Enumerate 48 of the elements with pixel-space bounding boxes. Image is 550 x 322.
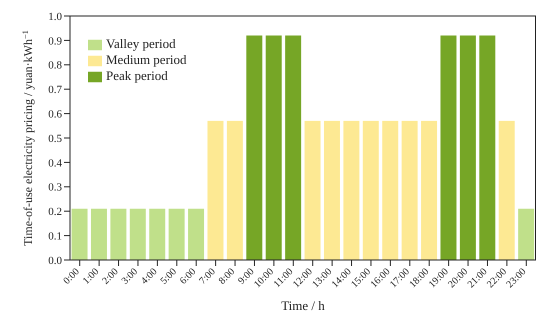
- bar: [498, 120, 515, 260]
- y-tick-label: 0.0: [48, 254, 62, 267]
- y-tick-label: 0.8: [48, 60, 62, 72]
- bar: [285, 36, 302, 260]
- bar: [226, 120, 243, 260]
- legend-label: Peak period: [106, 68, 168, 84]
- bar: [518, 208, 534, 260]
- y-tick-label: 0.2: [48, 206, 62, 218]
- bar: [90, 208, 107, 260]
- bar: [402, 120, 418, 260]
- bar: [382, 120, 398, 260]
- bar: [324, 120, 340, 260]
- bar: [421, 120, 438, 260]
- y-tick-label: 0.4: [48, 157, 62, 170]
- bar: [362, 120, 379, 260]
- bar: [440, 36, 456, 260]
- x-tick-label: 2:00: [100, 266, 121, 287]
- x-tick-label: 5:00: [158, 266, 179, 287]
- bar: [149, 208, 166, 260]
- legend-label: Valley period: [106, 36, 176, 51]
- bar: [110, 208, 126, 260]
- x-tick-label: 3:00: [120, 266, 140, 287]
- bar: [72, 208, 88, 260]
- y-tick-label: 0.9: [48, 35, 62, 48]
- x-tick-label: 4:00: [139, 266, 160, 287]
- legend-label: Medium period: [106, 52, 187, 68]
- x-tick-label: 0:00: [61, 266, 82, 287]
- bar: [246, 36, 262, 260]
- y-tick-label: 0.6: [48, 108, 62, 121]
- bar: [188, 208, 204, 260]
- bar: [130, 208, 146, 260]
- y-tick-label: 0.5: [48, 132, 62, 145]
- x-tick-label: 6:00: [178, 266, 198, 287]
- y-tick-label: 1.0: [48, 10, 62, 23]
- y-tick-label: 0.3: [48, 182, 62, 194]
- bar: [304, 120, 321, 260]
- bar: [343, 120, 360, 260]
- bar: [479, 36, 496, 260]
- bar: [207, 120, 224, 260]
- x-axis-title: Time / h: [281, 298, 326, 313]
- x-tick-label: 1:00: [80, 266, 102, 287]
- bar: [460, 36, 476, 260]
- x-tick-label: 7:00: [197, 266, 218, 287]
- x-tick-label: 8:00: [216, 266, 238, 287]
- bar: [266, 36, 282, 260]
- bar: [168, 208, 185, 260]
- y-tick-label: 0.1: [48, 230, 62, 243]
- y-tick-label: 0.7: [48, 84, 62, 96]
